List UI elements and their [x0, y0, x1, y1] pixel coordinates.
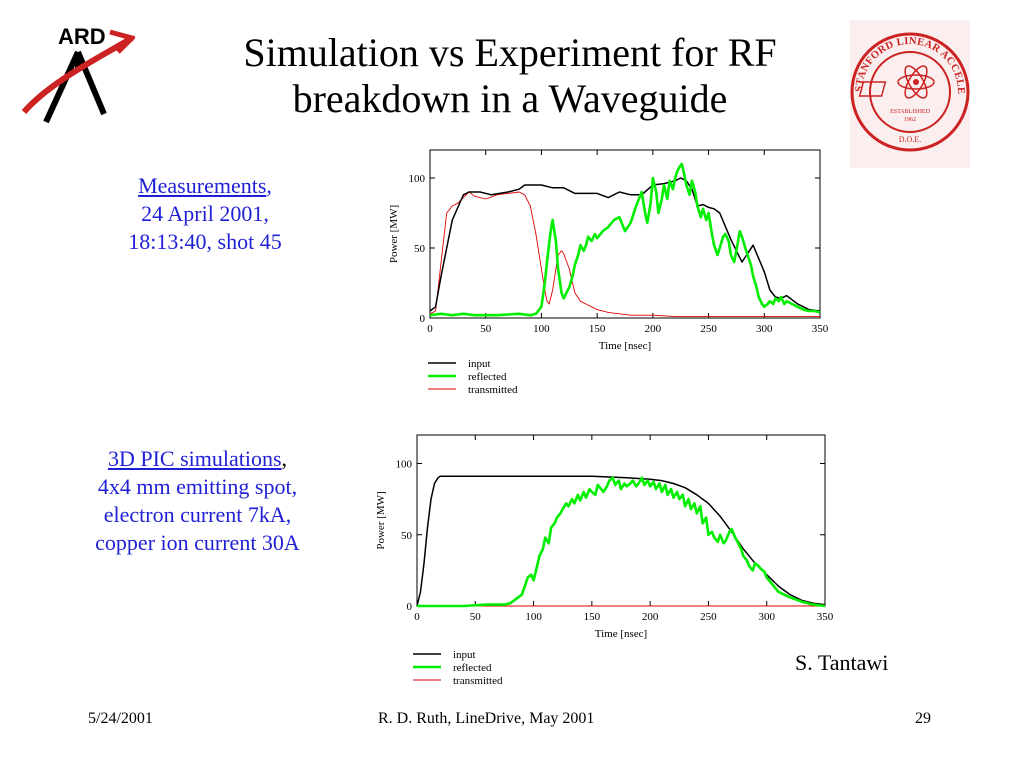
- legend-label-input: input: [468, 358, 491, 370]
- measurements-date: 24 April 2001,: [141, 201, 269, 226]
- x-axis-label: Time [nsec]: [595, 628, 647, 640]
- legend-label-reflected: reflected: [468, 371, 507, 383]
- simulation-spot: 4x4 mm emitting spot,: [97, 474, 298, 499]
- legend-label-reflected: reflected: [453, 662, 492, 674]
- legend-label-input: input: [453, 649, 476, 661]
- y-tick-label: 50: [401, 530, 413, 542]
- series-reflected-line: [429, 162, 821, 317]
- seal-established: ESTABLISHED: [890, 109, 931, 115]
- simulations-link[interactable]: 3D PIC simulations: [107, 446, 282, 471]
- ard-logo: ARD: [21, 24, 135, 124]
- seal-doe: D.O.E.: [899, 135, 921, 144]
- series-transmitted-line: [429, 191, 820, 318]
- x-tick-label: 350: [817, 611, 834, 623]
- y-tick-label: 50: [414, 243, 426, 255]
- legend-label-transmitted: transmitted: [453, 675, 503, 687]
- x-tick-label: 150: [589, 323, 606, 335]
- y-axis-label: Power [MW]: [375, 491, 387, 549]
- footer-date: 5/24/2001: [88, 710, 153, 727]
- series-input-line: [416, 475, 826, 607]
- title-line-1: Simulation vs Experiment for RF: [243, 30, 777, 75]
- y-tick-label: 100: [409, 173, 426, 185]
- ard-logo-text: ARD: [58, 24, 106, 49]
- y-axis-label: Power [MW]: [388, 205, 400, 263]
- x-tick-label: 50: [470, 611, 482, 623]
- series-reflected-line: [417, 476, 826, 608]
- measurements-shot: 18:13:40, shot 45: [128, 229, 282, 254]
- x-tick-label: 250: [700, 611, 717, 623]
- x-tick-label: 100: [525, 611, 542, 623]
- y-tick-label: 0: [407, 601, 413, 613]
- y-tick-label: 100: [396, 459, 413, 471]
- seal-year: 1962: [904, 117, 916, 123]
- simulation-ion-current: copper ion current 30A: [95, 530, 300, 555]
- legend-label-transmitted: transmitted: [468, 384, 518, 396]
- plot-frame: [429, 149, 821, 319]
- x-tick-label: 250: [700, 323, 717, 335]
- x-tick-label: 300: [756, 323, 773, 335]
- x-tick-label: 0: [414, 611, 420, 623]
- x-tick-label: 350: [812, 323, 829, 335]
- slac-seal-logo: STANFORD LINEAR ACCELERATOR CENTER ESTAB…: [850, 20, 970, 168]
- x-tick-label: 150: [584, 611, 601, 623]
- plot-frame: [416, 434, 826, 607]
- title-line-2: breakdown in a Waveguide: [292, 76, 728, 121]
- x-tick-label: 0: [427, 323, 433, 335]
- x-tick-label: 200: [645, 323, 662, 335]
- footer-page-number: 29: [915, 710, 931, 727]
- slide-title: Simulation vs Experiment for RF breakdow…: [150, 30, 870, 122]
- x-tick-label: 100: [533, 323, 550, 335]
- y-tick-label: 0: [420, 313, 426, 325]
- simulation-chart: 0 50 100 150 200 250 300 350 0 50 100 Time [nsec] Po…: [375, 434, 834, 687]
- author: S. Tantawi: [795, 650, 889, 675]
- simulation-electron-current: electron current 7kA,: [103, 502, 292, 527]
- x-axis-label: Time [nsec]: [599, 340, 651, 352]
- measurements-caption: Measurements, 24 April 2001, 18:13:40, s…: [90, 172, 320, 256]
- footer-center: R. D. Ruth, LineDrive, May 2001: [378, 710, 595, 727]
- x-tick-label: 50: [480, 323, 492, 335]
- x-tick-label: 300: [758, 611, 775, 623]
- simulation-caption: 3D PIC simulations, 4x4 mm emitting spot…: [55, 445, 340, 557]
- x-tick-label: 200: [642, 611, 659, 623]
- measurement-chart: 0 50 100 150 200 250 300 350 0 50 100 Time [nsec] Po…: [388, 149, 829, 396]
- measurements-link[interactable]: Measurements: [138, 173, 267, 198]
